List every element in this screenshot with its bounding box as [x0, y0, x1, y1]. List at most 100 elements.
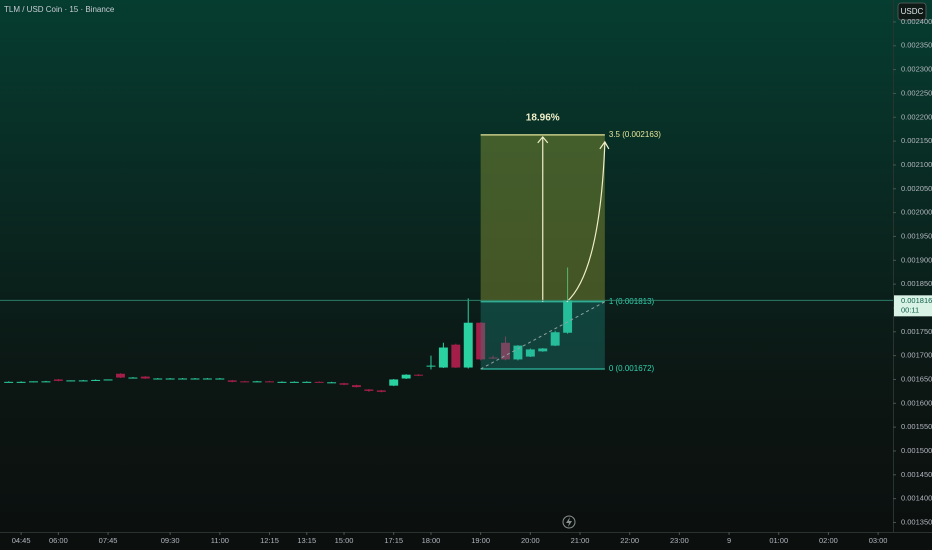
- candle-body: [401, 374, 411, 379]
- candle-body: [265, 381, 274, 383]
- y-tick-label: 0.002100: [901, 160, 932, 169]
- y-tick-label: 0.001750: [901, 327, 932, 336]
- x-tick-label: 19:00: [471, 536, 490, 545]
- candle-body: [277, 381, 287, 383]
- candle-body: [538, 348, 548, 352]
- x-tick-label: 01:00: [769, 536, 788, 545]
- candle-body: [289, 381, 299, 383]
- x-tick-label: 04:45: [12, 536, 31, 545]
- candle-body: [376, 390, 386, 392]
- currency-button[interactable]: [897, 2, 927, 21]
- candle-body: [103, 379, 113, 381]
- candle-body: [451, 344, 461, 368]
- candle-body: [91, 379, 101, 381]
- candle-body: [116, 373, 125, 378]
- candle-body: [202, 378, 212, 380]
- currency-button-label[interactable]: USDC: [901, 7, 924, 16]
- y-tick-label: 0.001450: [901, 470, 932, 479]
- y-tick-label: 0.001550: [901, 422, 932, 431]
- event-icon[interactable]: [562, 515, 576, 529]
- y-tick-label: 0.001350: [901, 517, 932, 526]
- y-tick-label: 0.002300: [901, 65, 932, 74]
- y-tick-label: 0.002250: [901, 88, 932, 97]
- candle-body: [78, 380, 88, 382]
- change-arrow: [537, 135, 549, 302]
- candle-body: [463, 322, 473, 368]
- y-tick-label: 0.001650: [901, 374, 932, 383]
- candle-body: [314, 381, 324, 383]
- candle-body: [252, 381, 262, 383]
- x-tick-label: 21:00: [571, 536, 590, 545]
- x-tick-label: 09:30: [161, 536, 180, 545]
- y-tick-label: 0.001850: [901, 279, 932, 288]
- candle-body: [29, 381, 39, 383]
- y-tick-label: 0.002400: [901, 17, 932, 26]
- candle-body: [426, 365, 436, 367]
- y-tick-label: 0.002050: [901, 184, 932, 193]
- entry-label: 1 (0.001813): [609, 297, 655, 306]
- candle-body: [140, 376, 150, 379]
- last-price-label: 0.001816: [901, 296, 932, 305]
- candle-body: [339, 383, 349, 385]
- x-tick-label: 20:00: [521, 536, 540, 545]
- projection-curve: [566, 140, 610, 303]
- candle-body: [4, 381, 14, 383]
- x-tick-label: 9: [727, 536, 731, 545]
- candle-body: [513, 345, 523, 360]
- y-tick-label: 0.002000: [901, 208, 932, 217]
- candle-body: [215, 378, 225, 380]
- change-label: 18.96%: [526, 113, 560, 124]
- candle-body: [488, 357, 498, 359]
- x-tick-label: 11:00: [211, 536, 229, 545]
- y-tick-label: 0.002350: [901, 41, 932, 50]
- stop-zone: [480, 301, 605, 369]
- candle-body: [153, 378, 163, 380]
- x-tick-label: 03:00: [869, 536, 888, 545]
- y-tick-label: 0.001600: [901, 398, 932, 407]
- x-tick-label: 18:00: [422, 536, 441, 545]
- candle-body: [16, 381, 26, 383]
- candle-body: [227, 380, 237, 382]
- candle-body: [550, 332, 560, 346]
- x-tick-label: 17:15: [384, 536, 403, 545]
- y-tick-label: 0.001700: [901, 351, 932, 360]
- candle-body: [190, 378, 200, 380]
- candle-body: [364, 389, 374, 391]
- x-tick-label: 22:00: [620, 536, 639, 545]
- x-tick-label: 12:15: [260, 536, 279, 545]
- candle-body: [165, 378, 175, 380]
- x-tick-label: 07:45: [99, 536, 118, 545]
- last-price-box: [894, 295, 932, 317]
- candle-body: [327, 382, 337, 384]
- countdown-label: 00:11: [901, 305, 919, 314]
- target-label: 3.5 (0.002163): [609, 130, 661, 139]
- candle-body: [351, 385, 361, 388]
- symbol-title: TLM / USD Coin · 15 · Binance: [4, 5, 115, 14]
- candle-body: [438, 347, 448, 368]
- candle-body: [66, 380, 76, 382]
- stop-label: 0 (0.001672): [609, 364, 655, 373]
- candle-body: [53, 379, 63, 381]
- event-icon-bolt: [566, 517, 572, 527]
- y-tick-label: 0.001500: [901, 446, 932, 455]
- x-tick-label: 15:00: [335, 536, 354, 545]
- candle-body: [563, 300, 573, 333]
- candle-body: [389, 379, 399, 386]
- candle-body: [128, 377, 138, 379]
- candle-body: [240, 381, 250, 383]
- candle-body: [525, 349, 535, 357]
- y-tick-label: 0.001950: [901, 231, 932, 240]
- y-tick-label: 0.002150: [901, 136, 932, 145]
- x-tick-label: 06:00: [49, 536, 68, 545]
- candle-body: [476, 322, 486, 360]
- x-tick-label: 23:00: [670, 536, 689, 545]
- y-tick-label: 0.002200: [901, 112, 932, 121]
- candle-body: [178, 378, 188, 380]
- x-tick-label: 13:15: [297, 536, 316, 545]
- y-tick-label: 0.001400: [901, 494, 932, 503]
- candle-body: [501, 342, 510, 360]
- candle-body: [41, 381, 51, 383]
